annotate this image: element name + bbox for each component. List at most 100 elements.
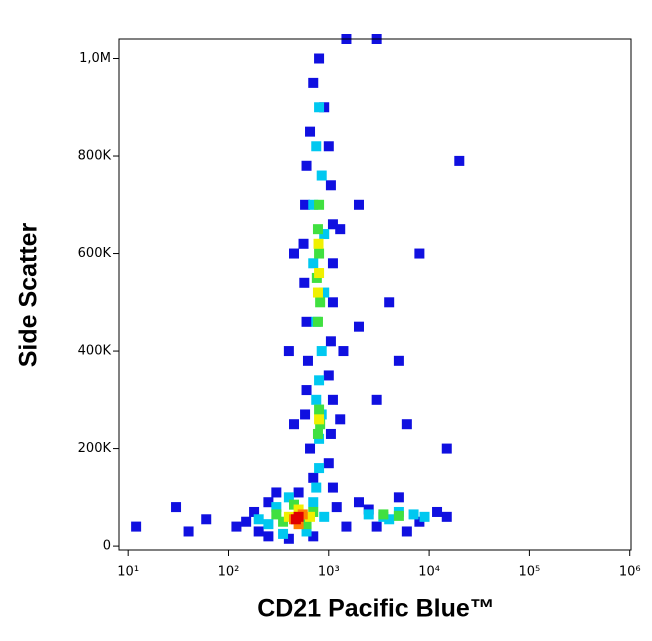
point (263, 497, 274, 508)
point (263, 519, 274, 530)
point (341, 521, 352, 532)
point (314, 199, 325, 210)
point (393, 492, 404, 503)
point (311, 394, 322, 405)
point (299, 277, 310, 288)
point (289, 248, 300, 259)
point (300, 199, 311, 210)
point (319, 102, 330, 113)
point (302, 355, 313, 366)
point (300, 409, 311, 420)
y-tick-label: 400K (78, 344, 112, 359)
point (314, 248, 325, 259)
point (311, 482, 322, 493)
point (335, 224, 346, 235)
y-tick-label: 800K (78, 149, 112, 164)
point (327, 219, 338, 230)
point (183, 526, 194, 537)
point (308, 199, 319, 210)
point (323, 458, 334, 469)
point (327, 258, 338, 269)
x-tick-label: 10³ (318, 565, 340, 580)
point (327, 394, 338, 405)
point (301, 316, 312, 327)
x-tick-label: 10⁶ (619, 565, 641, 580)
point (301, 519, 312, 530)
point (290, 514, 301, 525)
x-tick-label: 10⁴ (418, 565, 440, 580)
point (253, 514, 264, 525)
point (325, 428, 336, 439)
point (311, 141, 322, 152)
point (312, 287, 323, 298)
point (419, 511, 430, 522)
point (316, 170, 327, 181)
point (283, 492, 294, 503)
point (298, 238, 309, 249)
point (371, 394, 382, 405)
point (271, 487, 282, 498)
point (393, 355, 404, 366)
point (378, 509, 389, 520)
point (384, 514, 395, 525)
point (353, 321, 364, 332)
point (312, 316, 323, 327)
point (314, 53, 325, 64)
point (432, 506, 443, 517)
point (441, 511, 452, 522)
x-tick-label: 10² (218, 565, 240, 580)
point (353, 199, 364, 210)
point (293, 487, 304, 498)
point (315, 297, 326, 308)
point (312, 428, 323, 439)
point (283, 346, 294, 357)
plot-frame (118, 38, 632, 551)
point (319, 511, 330, 522)
point (278, 516, 289, 527)
point (384, 297, 395, 308)
point (323, 370, 334, 381)
point (401, 419, 412, 430)
point (308, 531, 319, 542)
point (131, 521, 142, 532)
y-tick-label: 1,0M (79, 51, 111, 66)
point (289, 419, 300, 430)
point (371, 521, 382, 532)
point (308, 497, 319, 508)
point (308, 77, 319, 88)
point (231, 521, 242, 532)
point (253, 526, 264, 537)
point (308, 472, 319, 483)
point (353, 497, 364, 508)
point (323, 141, 334, 152)
point (319, 287, 330, 298)
point (313, 238, 324, 249)
point (301, 385, 312, 396)
point (301, 526, 312, 537)
point (363, 509, 374, 520)
point (319, 229, 330, 240)
point (408, 509, 419, 520)
point (441, 443, 452, 454)
point (338, 346, 349, 357)
point (314, 414, 325, 425)
point (283, 511, 294, 522)
point (305, 443, 316, 454)
point (314, 404, 325, 415)
y-tick-label: 0 (103, 539, 111, 554)
point (314, 268, 325, 279)
point (316, 346, 327, 357)
point (414, 516, 425, 527)
point (249, 506, 260, 517)
y-tick-label: 200K (78, 441, 112, 456)
y-tick-label: 600K (78, 246, 112, 261)
point (314, 463, 325, 474)
point (325, 336, 336, 347)
point (325, 180, 336, 191)
point (283, 533, 294, 544)
point (401, 526, 412, 537)
point (305, 511, 316, 522)
point (271, 509, 282, 520)
point (263, 531, 274, 542)
